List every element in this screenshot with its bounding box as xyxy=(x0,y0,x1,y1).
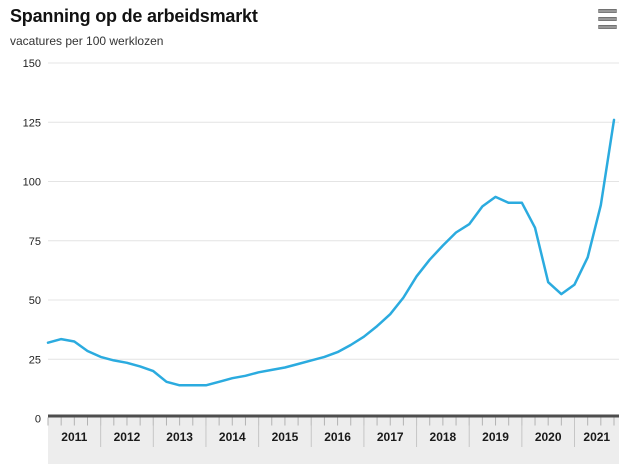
chart-title: Spanning op de arbeidsmarkt xyxy=(10,6,258,26)
x-axis-label: 2011 xyxy=(61,430,87,444)
y-axis-label: 0 xyxy=(35,414,41,426)
chart-subtitle: vacatures per 100 werklozen xyxy=(10,34,164,48)
y-axis-label: 75 xyxy=(29,236,41,248)
y-axis-label: 150 xyxy=(23,58,41,70)
x-axis-band xyxy=(48,414,619,464)
x-axis-label: 2018 xyxy=(430,430,457,444)
data-line-series xyxy=(46,118,616,387)
x-axis-label: 2016 xyxy=(324,430,351,444)
x-axis-label: 2015 xyxy=(272,430,299,444)
menu-bar xyxy=(598,9,617,13)
x-axis-label: 2013 xyxy=(166,430,193,444)
y-axis-label: 50 xyxy=(29,295,41,307)
x-axis-label: 2021 xyxy=(583,430,610,444)
x-axis-label: 2012 xyxy=(114,430,141,444)
hamburger-menu-icon[interactable] xyxy=(598,9,617,29)
y-axis-label: 100 xyxy=(23,177,41,189)
y-axis-label: 125 xyxy=(23,117,41,129)
x-axis-label: 2014 xyxy=(219,430,246,444)
x-axis-label: 2017 xyxy=(377,430,404,444)
menu-bar xyxy=(598,17,617,21)
chart-header: Spanning op de arbeidsmarkt vacatures pe… xyxy=(10,5,586,48)
x-axis-line xyxy=(48,414,619,418)
x-axis-label: 2020 xyxy=(535,430,562,444)
menu-bar xyxy=(598,25,617,29)
y-axis-label: 25 xyxy=(29,354,41,366)
x-axis-label: 2019 xyxy=(482,430,509,444)
